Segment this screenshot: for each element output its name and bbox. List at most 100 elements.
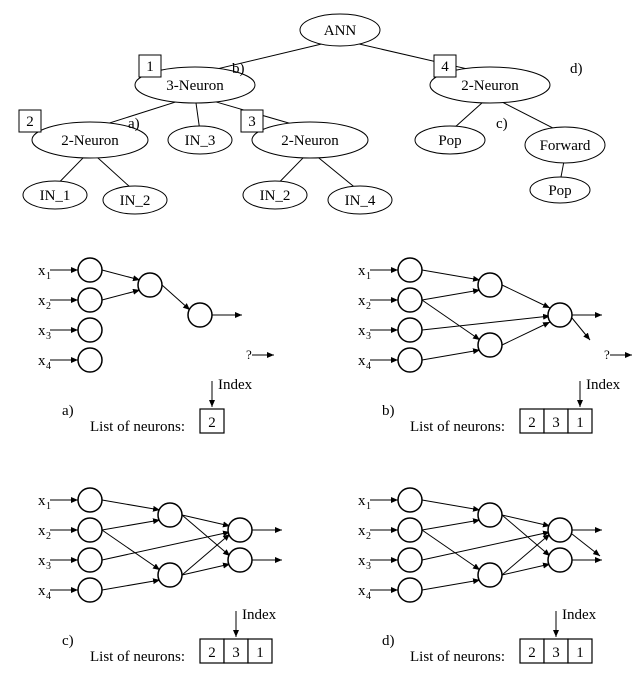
input-label-sub: 4 — [46, 591, 51, 602]
input-neuron — [78, 548, 102, 572]
tree-node-label: 2-Neuron — [281, 133, 339, 149]
tree-node: IN_4 — [328, 186, 392, 214]
pending-output-q: ? — [246, 347, 252, 362]
connection-arrow — [422, 520, 480, 530]
tree-node-label: Pop — [548, 183, 571, 199]
list-label: List of neurons: — [410, 649, 505, 665]
tree-step-note: d) — [570, 61, 583, 77]
input-label-sub: 2 — [366, 531, 371, 542]
list-cell-value: 1 — [576, 415, 584, 431]
output-neuron — [228, 548, 252, 572]
input-neuron — [398, 518, 422, 542]
output-neuron — [548, 303, 572, 327]
tree-node: IN_2 — [103, 186, 167, 214]
connection-arrow — [162, 285, 190, 310]
connection-arrow — [422, 532, 550, 560]
tree-node-label: ANN — [324, 23, 357, 39]
input-label: x — [358, 293, 366, 309]
tree-step-number: 3 — [248, 114, 256, 130]
input-label-sub: 2 — [366, 301, 371, 312]
index-label: Index — [586, 377, 621, 393]
input-label-sub: 4 — [46, 361, 51, 372]
input-label-sub: 2 — [46, 301, 51, 312]
input-label: x — [38, 523, 46, 539]
list-cell-value: 2 — [528, 645, 536, 661]
tree-node-label: IN_3 — [185, 133, 216, 149]
tree-node-label: 2-Neuron — [461, 78, 519, 94]
tree-step-note: a) — [128, 116, 140, 132]
list-cell-value: 1 — [576, 645, 584, 661]
tree-node: IN_3 — [168, 126, 232, 154]
connection-arrow — [502, 322, 550, 345]
connection-arrow — [102, 520, 160, 530]
hidden-neuron — [158, 563, 182, 587]
tree-node-label: Pop — [438, 133, 461, 149]
tree-step-note: b) — [232, 61, 245, 77]
tree-node: IN_2 — [243, 181, 307, 209]
input-label-sub: 3 — [366, 561, 371, 572]
connection-arrow — [572, 534, 600, 556]
tree-step-number: 2 — [26, 114, 34, 130]
connection-arrow — [422, 290, 480, 300]
hidden-neuron — [478, 563, 502, 587]
input-neuron — [78, 258, 102, 282]
subfig-label: a) — [62, 403, 74, 419]
input-label-sub: 2 — [46, 531, 51, 542]
list-label: List of neurons: — [90, 419, 185, 435]
tree-node-label: 3-Neuron — [166, 78, 224, 94]
input-label: x — [38, 263, 46, 279]
tree-node-label: IN_1 — [40, 188, 71, 204]
subfig-b: x1x2x3x4?b)List of neurons:231Index — [358, 258, 632, 435]
connection-arrow — [182, 534, 230, 575]
connection-arrow — [502, 285, 550, 308]
index-label: Index — [242, 607, 277, 623]
connection-arrow — [422, 580, 480, 590]
tree-node-label: IN_4 — [345, 193, 376, 209]
input-neuron — [78, 578, 102, 602]
list-cell-value: 2 — [208, 415, 216, 431]
input-label: x — [358, 523, 366, 539]
tree-node: 3-Neuron1b) — [135, 55, 255, 103]
input-label: x — [358, 263, 366, 279]
list-cell-value: 1 — [256, 645, 264, 661]
index-label: Index — [218, 377, 253, 393]
output-neuron — [188, 303, 212, 327]
input-label: x — [358, 353, 366, 369]
tree-node: 2-Neuron 3 — [241, 110, 368, 158]
tree-node: 2-Neuron2a) — [19, 110, 148, 158]
input-label: x — [38, 553, 46, 569]
connection-arrow — [102, 530, 160, 570]
input-label-sub: 1 — [366, 501, 371, 512]
subfig-label: b) — [382, 403, 395, 419]
tree-node-label: IN_2 — [260, 188, 291, 204]
input-neuron — [398, 348, 422, 372]
input-label-sub: 1 — [46, 501, 51, 512]
input-label-sub: 3 — [46, 561, 51, 572]
tree-step-note: c) — [496, 116, 508, 132]
hidden-neuron — [138, 273, 162, 297]
input-neuron — [78, 288, 102, 312]
connection-arrow — [422, 316, 550, 330]
input-label: x — [38, 583, 46, 599]
tree-diagram: ANN3-Neuron1b)2-Neuron4d)2-Neuron2a)IN_3… — [19, 14, 605, 214]
hidden-neuron — [158, 503, 182, 527]
tree-node: Forward — [525, 127, 605, 163]
connection-arrow — [102, 532, 230, 560]
hidden-neuron — [478, 503, 502, 527]
tree-node: IN_1 — [23, 181, 87, 209]
hidden-neuron — [478, 333, 502, 357]
output-neuron — [228, 518, 252, 542]
input-label: x — [358, 493, 366, 509]
input-neuron — [78, 518, 102, 542]
input-neuron — [78, 318, 102, 342]
connection-arrow — [572, 318, 590, 340]
connection-arrow — [502, 534, 550, 575]
tree-node: 2-Neuron4d) — [430, 55, 583, 103]
list-label: List of neurons: — [410, 419, 505, 435]
list-cell-value: 2 — [208, 645, 216, 661]
subfig-c: x1x2x3x4c)List of neurons:231Index — [38, 488, 282, 665]
connection-arrow — [422, 300, 480, 340]
connection-arrow — [422, 530, 480, 570]
input-neuron — [398, 258, 422, 282]
input-label-sub: 3 — [366, 331, 371, 342]
